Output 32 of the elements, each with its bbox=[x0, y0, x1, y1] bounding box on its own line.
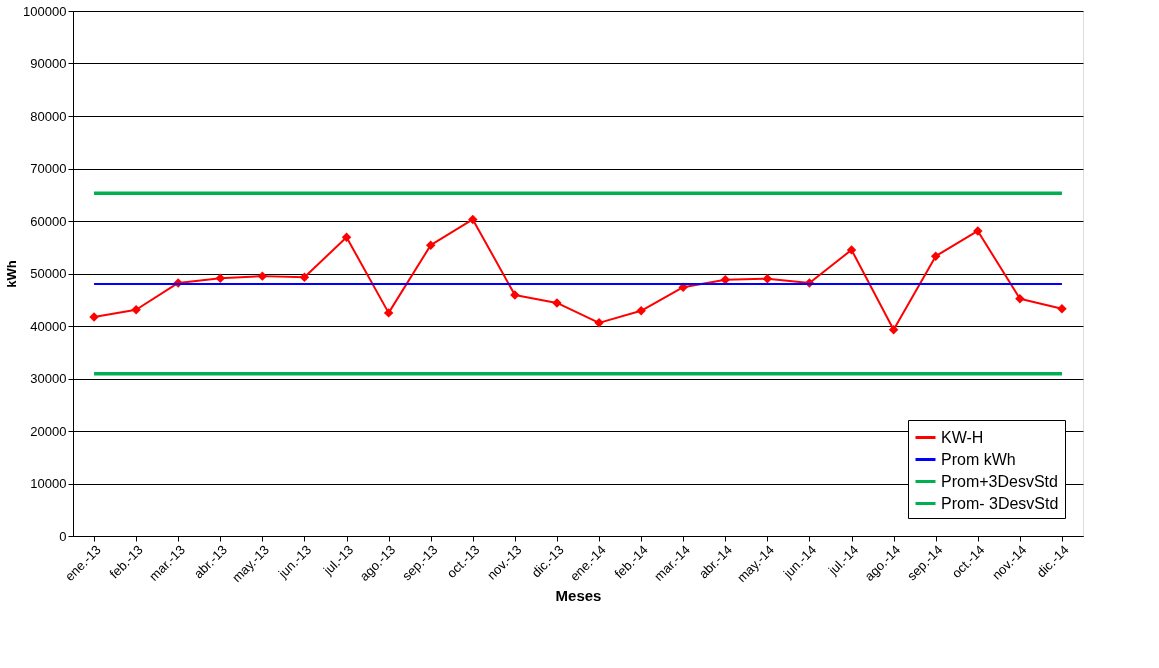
point bbox=[425, 240, 436, 250]
point bbox=[131, 304, 141, 315]
legend-label: KW-H bbox=[941, 428, 984, 446]
point bbox=[215, 273, 226, 283]
y-tick-label: 60000 bbox=[30, 213, 67, 229]
legend-label: Prom kWh bbox=[941, 450, 1016, 468]
point bbox=[257, 271, 268, 281]
y-tick-label: 70000 bbox=[30, 161, 67, 176]
point bbox=[930, 251, 941, 261]
point bbox=[888, 324, 899, 335]
y-tick-label: 0 bbox=[59, 528, 67, 544]
point bbox=[636, 306, 646, 316]
point bbox=[846, 245, 857, 255]
y-tick-label: 50000 bbox=[30, 266, 67, 281]
point bbox=[762, 274, 773, 284]
y-tick-label: 10000 bbox=[30, 476, 67, 491]
y-axis-title: kWh bbox=[4, 260, 20, 288]
point bbox=[383, 308, 394, 318]
y-tick-label: 30000 bbox=[30, 371, 67, 386]
point bbox=[299, 272, 310, 282]
y-tick-label: 40000 bbox=[30, 318, 67, 334]
y-tick-label: 20000 bbox=[30, 423, 67, 439]
legend-label: Prom- 3DesvStd bbox=[941, 494, 1059, 512]
point bbox=[341, 232, 352, 243]
y-tick-label: 80000 bbox=[30, 108, 67, 124]
y-tick-label: 90000 bbox=[30, 56, 67, 71]
point bbox=[1057, 303, 1067, 314]
x-axis-title: Meses bbox=[555, 587, 602, 605]
point bbox=[468, 214, 478, 225]
point bbox=[1015, 293, 1025, 304]
legend-label: Prom+3DesvStd bbox=[941, 472, 1058, 490]
y-tick-label: 100000 bbox=[23, 3, 67, 19]
